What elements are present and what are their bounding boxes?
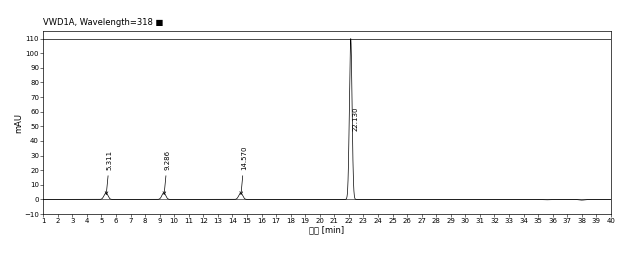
Y-axis label: mAU: mAU	[14, 113, 23, 133]
Text: 9.286: 9.286	[163, 150, 170, 194]
Text: 22.130: 22.130	[353, 107, 359, 131]
Text: VWD1A, Wavelength=318 ■: VWD1A, Wavelength=318 ■	[43, 18, 164, 27]
Text: 14.570: 14.570	[240, 146, 247, 194]
X-axis label: 时间 [min]: 时间 [min]	[310, 226, 344, 235]
Text: 5.311: 5.311	[105, 150, 112, 194]
